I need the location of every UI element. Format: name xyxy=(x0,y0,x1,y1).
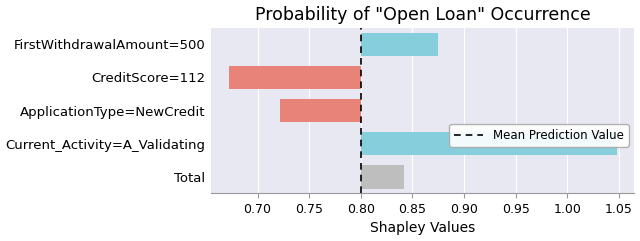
Bar xyxy=(361,132,617,155)
Title: Probability of "Open Loan" Occurrence: Probability of "Open Loan" Occurrence xyxy=(255,6,591,24)
Bar xyxy=(361,165,404,188)
Legend: Mean Prediction Value: Mean Prediction Value xyxy=(449,124,628,147)
Bar xyxy=(361,33,438,56)
Bar xyxy=(280,99,361,122)
Bar xyxy=(228,66,361,89)
X-axis label: Shapley Values: Shapley Values xyxy=(370,221,476,235)
